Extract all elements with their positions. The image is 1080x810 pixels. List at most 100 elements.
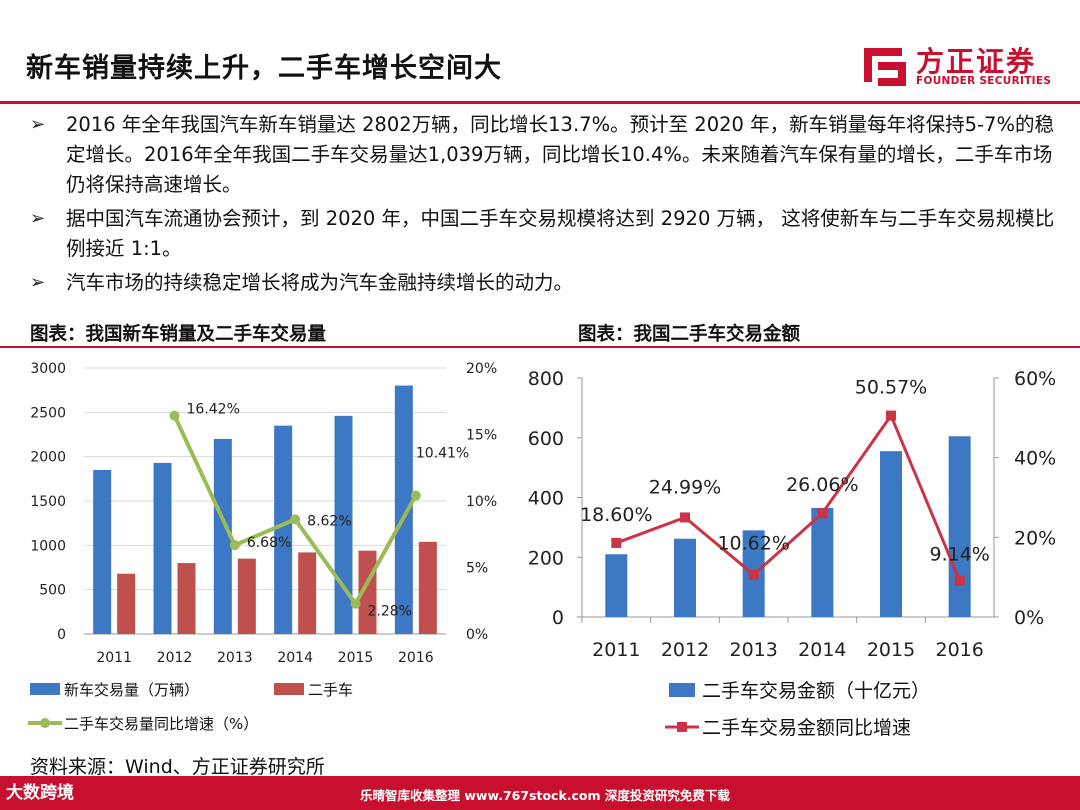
bar-new-car bbox=[153, 462, 172, 634]
growth-data-label: 26.06% bbox=[786, 474, 858, 496]
x-tick-label: 2015 bbox=[867, 639, 915, 661]
bar-used-car bbox=[117, 573, 136, 634]
y-left-tick-label: 1500 bbox=[30, 494, 66, 510]
y-right-tick-label: 0% bbox=[466, 627, 488, 643]
growth-data-label: 9.14% bbox=[929, 544, 989, 566]
growth-data-label: 24.99% bbox=[649, 476, 721, 498]
growth-point bbox=[748, 569, 759, 580]
growth-point bbox=[680, 512, 690, 523]
bullet-item: ➢ 汽车市场的持续稳定增长将成为汽车金融持续增长的动力。 bbox=[30, 268, 1060, 298]
bullet-item: ➢ 据中国汽车流通协会预计，到 2020 年，中国二手车交易规模将达到 2920… bbox=[30, 204, 1060, 264]
source-note: 资料来源：Wind、方正证券研究所 bbox=[30, 756, 325, 778]
y-right-tick-label: 5% bbox=[466, 561, 488, 577]
logo-text-cn: 方正证券 bbox=[916, 45, 1037, 78]
y-right-tick-label: 60% bbox=[1014, 368, 1056, 390]
growth-data-label: 8.62% bbox=[307, 513, 351, 529]
founder-logo: 方正证券 FOUNDER SECURITIES bbox=[862, 42, 1052, 92]
legend-swatch-amount bbox=[669, 683, 695, 697]
founder-logo-icon bbox=[864, 48, 906, 86]
left-chart-title: 图表：我国新车销量及二手车交易量 bbox=[30, 324, 327, 345]
bar-used-car bbox=[177, 563, 196, 634]
bar-used-car-amount bbox=[880, 451, 902, 617]
growth-point bbox=[229, 540, 240, 551]
footer-bar: 大数跨境 乐晴智库收集整理 www.767stock.com 深度投资研究免费下… bbox=[0, 776, 1080, 810]
bar-used-car-amount bbox=[811, 507, 834, 617]
bar-used-car bbox=[418, 541, 437, 634]
x-tick-label: 2011 bbox=[592, 639, 640, 661]
growth-line bbox=[172, 414, 418, 608]
legend-label: 二手车交易金额同比增速 bbox=[702, 717, 911, 739]
x-tick-label: 2013 bbox=[217, 650, 253, 666]
y-right-tick-label: 20% bbox=[466, 361, 497, 377]
x-tick-label: 2012 bbox=[157, 650, 193, 666]
legend-label: 二手车 bbox=[308, 681, 353, 699]
y-left-tick-label: 2500 bbox=[30, 405, 66, 421]
growth-data-label: 10.62% bbox=[717, 533, 789, 555]
x-tick-label: 2016 bbox=[398, 650, 434, 666]
growth-point bbox=[410, 490, 421, 501]
y-right-tick-label: 0% bbox=[1014, 607, 1044, 629]
legend-swatch-new-car bbox=[30, 683, 60, 695]
x-tick-label: 2016 bbox=[935, 639, 983, 661]
growth-data-label: 50.57% bbox=[855, 377, 927, 399]
page-title: 新车销量持续上升，二手车增长空间大 bbox=[26, 53, 502, 84]
arrow-bullet-icon: ➢ bbox=[30, 208, 46, 229]
bullet-list: ➢ 2016 年全年我国汽车新车销量达 2802万辆，同比增长13.7%。预计至… bbox=[30, 110, 1060, 302]
growth-point bbox=[169, 410, 180, 421]
y-left-tick-label: 0 bbox=[57, 627, 66, 643]
y-left-tick-label: 200 bbox=[528, 547, 564, 569]
x-tick-label: 2011 bbox=[96, 650, 132, 666]
x-tick-label: 2015 bbox=[338, 650, 374, 666]
bar-used-car-amount bbox=[948, 436, 971, 617]
growth-data-label: 10.41% bbox=[416, 446, 469, 462]
arrow-bullet-icon: ➢ bbox=[30, 114, 46, 135]
footer-brand: 大数跨境 bbox=[6, 783, 74, 803]
bullet-text: 2016 年全年我国汽车新车销量达 2802万辆，同比增长13.7%。预计至 2… bbox=[66, 113, 1054, 196]
bar-new-car bbox=[93, 469, 112, 634]
bullet-item: ➢ 2016 年全年我国汽车新车销量达 2802万辆，同比增长13.7%。预计至… bbox=[30, 110, 1060, 200]
bar-used-car bbox=[298, 552, 317, 634]
growth-data-label: 16.42% bbox=[187, 402, 240, 418]
y-left-tick-label: 500 bbox=[39, 583, 66, 599]
bullet-text: 据中国汽车流通协会预计，到 2020 年，中国二手车交易规模将达到 2920 万… bbox=[66, 207, 1055, 260]
growth-data-label: 2.28% bbox=[368, 604, 412, 620]
bar-used-car-amount bbox=[605, 554, 628, 617]
legend-swatch-growth-dot bbox=[40, 718, 50, 728]
growth-data-label: 18.60% bbox=[580, 504, 652, 526]
growth-line bbox=[615, 412, 962, 582]
growth-point bbox=[954, 575, 965, 586]
growth-point bbox=[611, 537, 622, 548]
growth-point bbox=[290, 514, 301, 525]
title-divider bbox=[0, 101, 1080, 104]
y-right-tick-label: 15% bbox=[466, 428, 497, 444]
y-right-tick-label: 10% bbox=[466, 494, 497, 510]
y-left-tick-label: 400 bbox=[528, 488, 564, 510]
legend-label: 新车交易量（万辆） bbox=[64, 681, 199, 699]
growth-data-label: 6.68% bbox=[247, 535, 291, 551]
arrow-bullet-icon: ➢ bbox=[30, 272, 46, 293]
y-left-tick-label: 800 bbox=[528, 368, 564, 390]
x-tick-label: 2014 bbox=[798, 639, 846, 661]
growth-point bbox=[350, 598, 361, 609]
bullet-text: 汽车市场的持续稳定增长将成为汽车金融持续增长的动力。 bbox=[66, 271, 574, 294]
footer-watermark: 乐晴智库收集整理 www.767stock.com 深度投资研究免费下载 bbox=[360, 788, 730, 803]
legend-swatch-growth-marker bbox=[677, 722, 687, 732]
legend-label: 二手车交易金额（十亿元） bbox=[702, 680, 930, 702]
y-right-tick-label: 20% bbox=[1014, 527, 1056, 549]
y-left-tick-label: 1000 bbox=[30, 538, 66, 554]
legend-label: 二手车交易量同比增速（%） bbox=[64, 715, 258, 733]
bar-new-car bbox=[394, 385, 413, 634]
bar-used-car bbox=[237, 558, 256, 634]
bar-used-car-amount bbox=[674, 538, 696, 617]
logo-text-en: FOUNDER SECURITIES bbox=[916, 75, 1052, 87]
growth-point bbox=[817, 508, 828, 519]
y-left-tick-label: 0 bbox=[552, 607, 564, 629]
y-left-tick-label: 3000 bbox=[30, 361, 66, 377]
y-left-tick-label: 600 bbox=[528, 428, 564, 450]
right-chart-title: 图表：我国二手车交易金额 bbox=[578, 324, 801, 345]
y-left-tick-label: 2000 bbox=[30, 450, 66, 466]
bar-new-car bbox=[274, 425, 293, 634]
bar-new-car bbox=[213, 438, 232, 634]
x-tick-label: 2012 bbox=[661, 639, 709, 661]
